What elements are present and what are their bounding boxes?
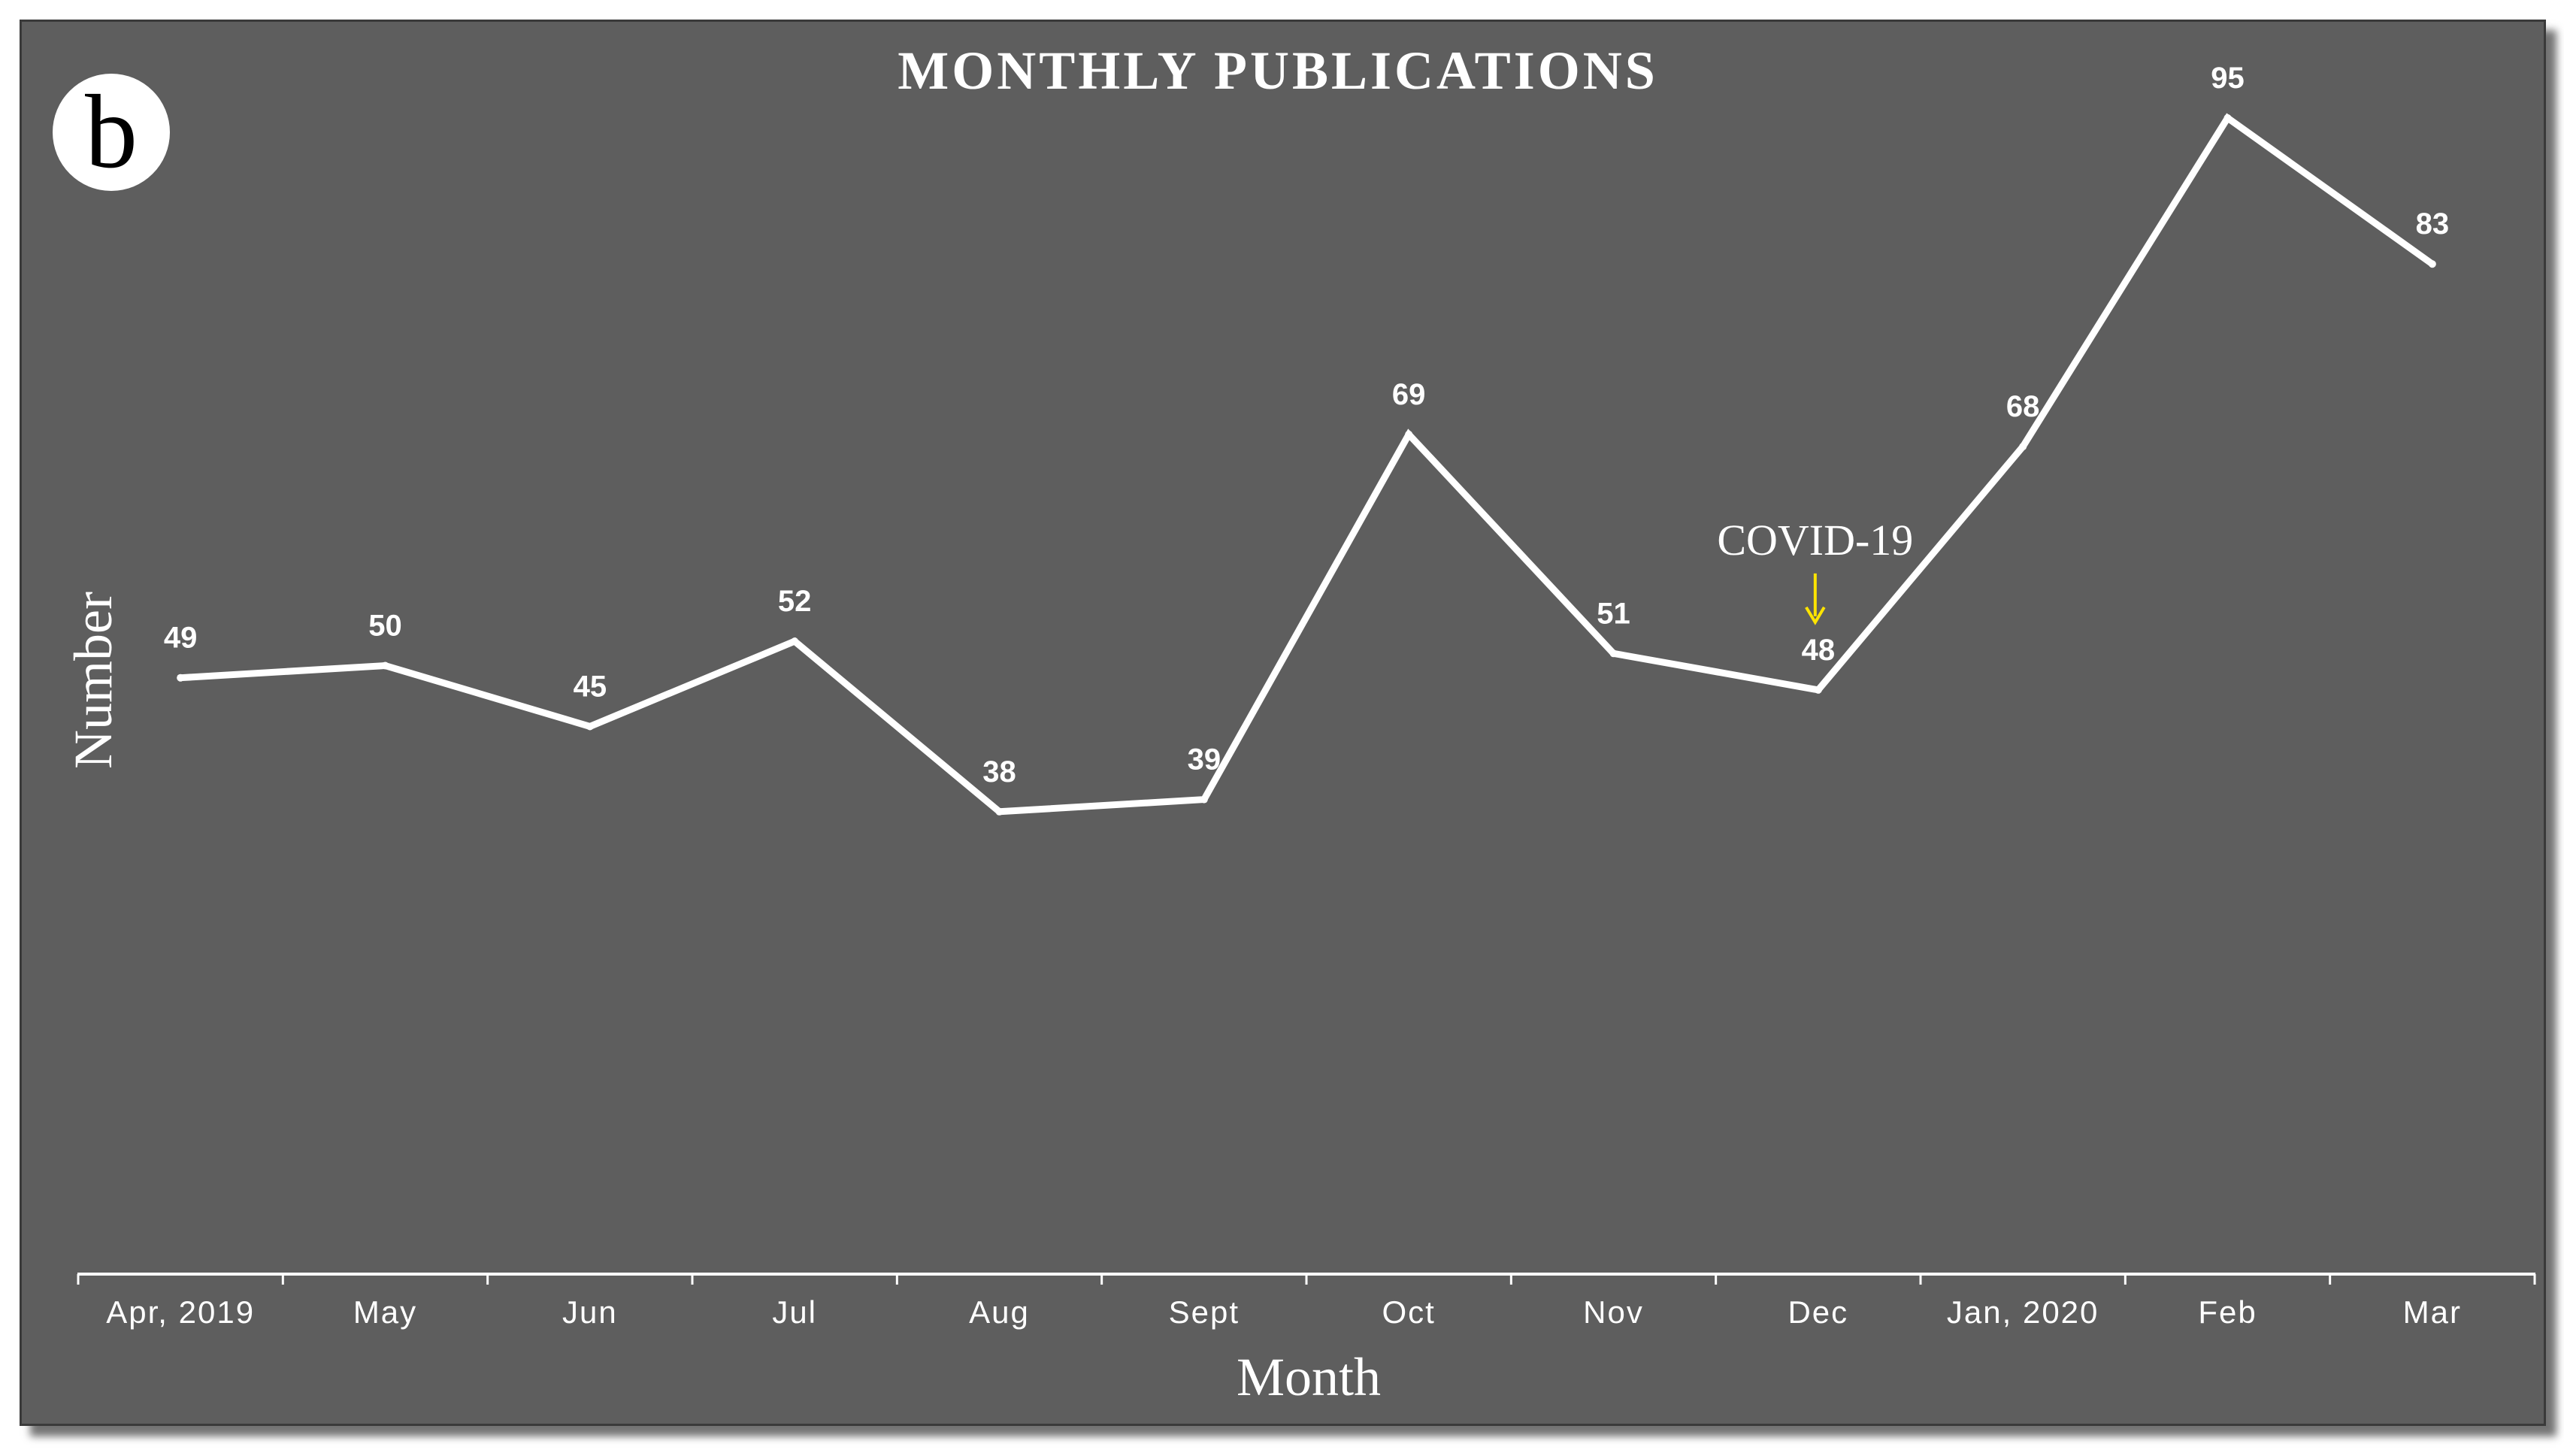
chart-title: MONTHLY PUBLICATIONS: [898, 41, 1658, 101]
data-label: 52: [778, 585, 812, 618]
data-point: [381, 661, 389, 670]
data-label: 38: [982, 755, 1016, 789]
data-label: 69: [1392, 378, 1426, 411]
data-point: [995, 807, 1004, 816]
data-label: 95: [2211, 62, 2245, 95]
x-tick-label: Aug: [969, 1294, 1030, 1330]
x-tick-labels: Apr, 2019 May Jun Jul Aug Sept Oct Nov Dec Jan, 2…: [106, 1294, 2462, 1330]
data-point: [1405, 430, 1413, 438]
x-tick-label: Oct: [1382, 1294, 1435, 1330]
data-point: [791, 637, 799, 646]
badge-circle: [53, 74, 170, 191]
y-axis-title: Number: [63, 592, 123, 769]
x-tick-label: Jan, 2020: [1947, 1294, 2099, 1330]
x-tick-label: Jun: [562, 1294, 618, 1330]
data-point: [1609, 649, 1618, 658]
data-point: [177, 674, 185, 682]
annotations: COVID-19: [1717, 516, 1913, 625]
x-tick-label: Nov: [1583, 1294, 1644, 1330]
x-tick-label: May: [353, 1294, 417, 1330]
data-point: [1814, 686, 1822, 694]
badge-letter: b: [85, 74, 138, 190]
data-label: 83: [2416, 207, 2450, 241]
data-point: [1200, 795, 1208, 804]
series-line: [177, 113, 2436, 816]
data-point: [2428, 260, 2436, 268]
data-label: 45: [574, 670, 607, 703]
x-ticks: [77, 1274, 2536, 1285]
x-tick-label: Dec: [1788, 1294, 1848, 1330]
badge: b: [53, 74, 170, 191]
data-label: 48: [1802, 634, 1836, 667]
data-labels: 49 50 45 52 38 39 69 51 48 68 95 83: [164, 62, 2449, 789]
data-label: 39: [1188, 743, 1221, 776]
x-tick-label: Feb: [2198, 1294, 2257, 1330]
x-tick-label: Sept: [1169, 1294, 1240, 1330]
drop-lines: [179, 117, 2434, 1273]
series-group: [177, 113, 2436, 816]
data-label: 68: [2006, 390, 2040, 423]
data-label: 51: [1597, 597, 1630, 630]
x-tick-label: Apr, 2019: [106, 1294, 255, 1330]
data-point: [2019, 443, 2027, 451]
x-axis-title: Month: [1237, 1347, 1381, 1407]
annotation-label: COVID-19: [1717, 516, 1913, 565]
data-point: [586, 722, 594, 731]
chart-frame: [20, 20, 2546, 1426]
x-tick-label: Mar: [2403, 1294, 2462, 1330]
data-point: [2223, 114, 2232, 122]
data-label: 49: [164, 622, 198, 655]
annotation-arrow-head: [1805, 606, 1826, 625]
data-label: 50: [368, 610, 402, 643]
x-tick-label: Jul: [772, 1294, 817, 1330]
